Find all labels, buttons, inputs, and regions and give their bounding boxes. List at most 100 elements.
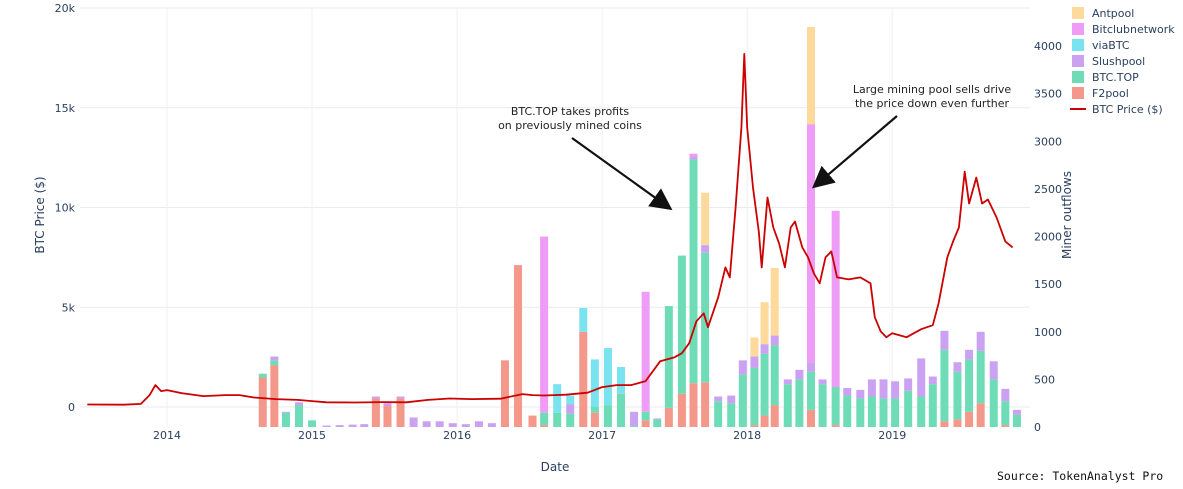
annotation-text: the price down even further [855, 97, 1010, 110]
bar-segment-btctop [760, 353, 769, 416]
bar-segment-slushpool [917, 358, 926, 397]
bar-segment-f2pool [1001, 425, 1010, 427]
bar-segment-antpool [806, 27, 815, 125]
bar-segment-slushpool [396, 396, 405, 399]
bar-segment-btctop [566, 413, 575, 427]
bar-segment-btctop [795, 379, 804, 427]
y-right-tick-label: 1500 [1034, 278, 1062, 291]
bar-segment-slushpool [487, 423, 496, 427]
bar-segment-btctop [750, 367, 759, 426]
y-left-axis-title: BTC Price ($) [33, 176, 47, 253]
legend-swatch [1072, 87, 1084, 99]
bar-segment-btctop [953, 371, 962, 420]
axes: 0 5k 10k 15k 20k 2014 2015 2016 2017 2018 2019 0 500… [55, 2, 1062, 442]
bar-segment-btctop [630, 426, 639, 427]
bar-segment-slushpool [760, 344, 769, 354]
bar-segment-slushpool [818, 379, 827, 385]
bar-segment-slushpool [904, 378, 913, 391]
bar-segment-slushpool [738, 360, 747, 375]
y-right-tick-label: 2000 [1034, 231, 1062, 244]
y-right-tick-label: 1000 [1034, 326, 1062, 339]
bar-segment-btctop [928, 384, 937, 427]
bar-segment-viabtc [579, 307, 588, 332]
legend: Antpool Bitclubnetwork viaBTC Slushpool BTC.… [1070, 7, 1175, 116]
bar-segment-btctop [806, 371, 815, 410]
grid-lines [80, 7, 1030, 427]
legend-label: BTC.TOP [1092, 71, 1139, 84]
bar-segment-btctop [831, 387, 840, 426]
bar-segment-slushpool [653, 418, 662, 420]
outflow-bars [258, 27, 1021, 427]
bar-segment-slushpool [409, 417, 418, 427]
legend-item[interactable]: Bitclubnetwork [1072, 23, 1175, 36]
bar-segment-f2pool [528, 415, 537, 427]
bar-segment-bitclubnetwork [540, 236, 549, 413]
bar-segment-slushpool [750, 356, 759, 368]
x-tick-label: 2018 [733, 429, 761, 442]
legend-item[interactable]: Antpool [1072, 7, 1134, 20]
bar-segment-f2pool [831, 425, 840, 427]
y-right-tick-label: 4000 [1034, 40, 1062, 53]
bar-segment-bitclubnetwork [689, 153, 698, 157]
legend-item[interactable]: viaBTC [1072, 39, 1130, 52]
legend-item[interactable]: BTC.TOP [1072, 71, 1139, 84]
legend-item[interactable]: BTC Price ($) [1070, 103, 1163, 116]
y-right-tick-label: 500 [1034, 373, 1055, 386]
bar-segment-antpool [750, 337, 759, 357]
bar-segment-slushpool [806, 362, 815, 372]
bar-segment-btctop [616, 393, 625, 427]
x-tick-label: 2019 [878, 429, 906, 442]
legend-item[interactable]: Slushpool [1072, 55, 1145, 68]
bar-segment-slushpool [701, 245, 710, 253]
bar-segment-btctop [308, 420, 317, 427]
bar-segment-f2pool [270, 365, 279, 427]
bar-segment-btctop [540, 412, 549, 426]
y-right-axis-title: Miner outflows [1060, 171, 1074, 259]
y-left-tick-label: 0 [68, 401, 75, 414]
legend-label: BTC Price ($) [1092, 103, 1163, 116]
bar-segment-btctop [664, 306, 673, 408]
bar-segment-f2pool [664, 407, 673, 427]
bar-segment-slushpool [965, 349, 974, 360]
bar-segment-antpool [701, 192, 710, 246]
bar-segment-btctop [1012, 414, 1021, 427]
bar-segment-btctop [689, 159, 698, 384]
bar-segment-btctop [590, 407, 599, 413]
bar-segment-slushpool [461, 424, 470, 427]
bar-segment-slushpool [281, 411, 290, 413]
annotation-text: on previously mined coins [498, 119, 642, 132]
x-tick-label: 2016 [443, 429, 471, 442]
bar-segment-slushpool [270, 356, 279, 361]
bar-segment-f2pool [689, 383, 698, 427]
btc-price-line [87, 53, 1014, 406]
annotation-text: Large mining pool sells drive [853, 83, 1012, 96]
bar-segment-btctop [856, 398, 865, 427]
bar-segment-f2pool [514, 265, 523, 427]
legend-swatch [1072, 39, 1084, 51]
y-left-tick-label: 5k [62, 301, 76, 314]
bar-segment-btctop [770, 345, 779, 406]
legend-swatch [1072, 55, 1084, 67]
legend-item[interactable]: F2pool [1072, 87, 1129, 100]
bar-segment-bitclubnetwork [806, 124, 815, 363]
bar-segment-f2pool [760, 415, 769, 427]
bar-segment-btctop [879, 398, 888, 427]
bar-segment-slushpool [953, 362, 962, 372]
bar-segment-slushpool [383, 403, 392, 407]
bar-segment-slushpool [940, 330, 949, 350]
y-left-tick-label: 20k [55, 2, 76, 15]
bar-segment-slushpool [989, 361, 998, 380]
bar-segment-btctop [641, 411, 650, 421]
bar-segment-slushpool [879, 379, 888, 399]
x-tick-label: 2015 [298, 429, 326, 442]
bar-segment-slushpool [843, 387, 852, 396]
bar-segment-f2pool [371, 398, 380, 427]
legend-label: Antpool [1092, 7, 1134, 20]
bar-segment-btctop [295, 405, 304, 427]
bar-segment-slushpool [714, 396, 723, 402]
bar-segment-f2pool [770, 405, 779, 427]
bar-segment-slushpool [770, 335, 779, 346]
bar-segment-slushpool [474, 421, 483, 427]
bar-segment-f2pool [940, 421, 949, 427]
